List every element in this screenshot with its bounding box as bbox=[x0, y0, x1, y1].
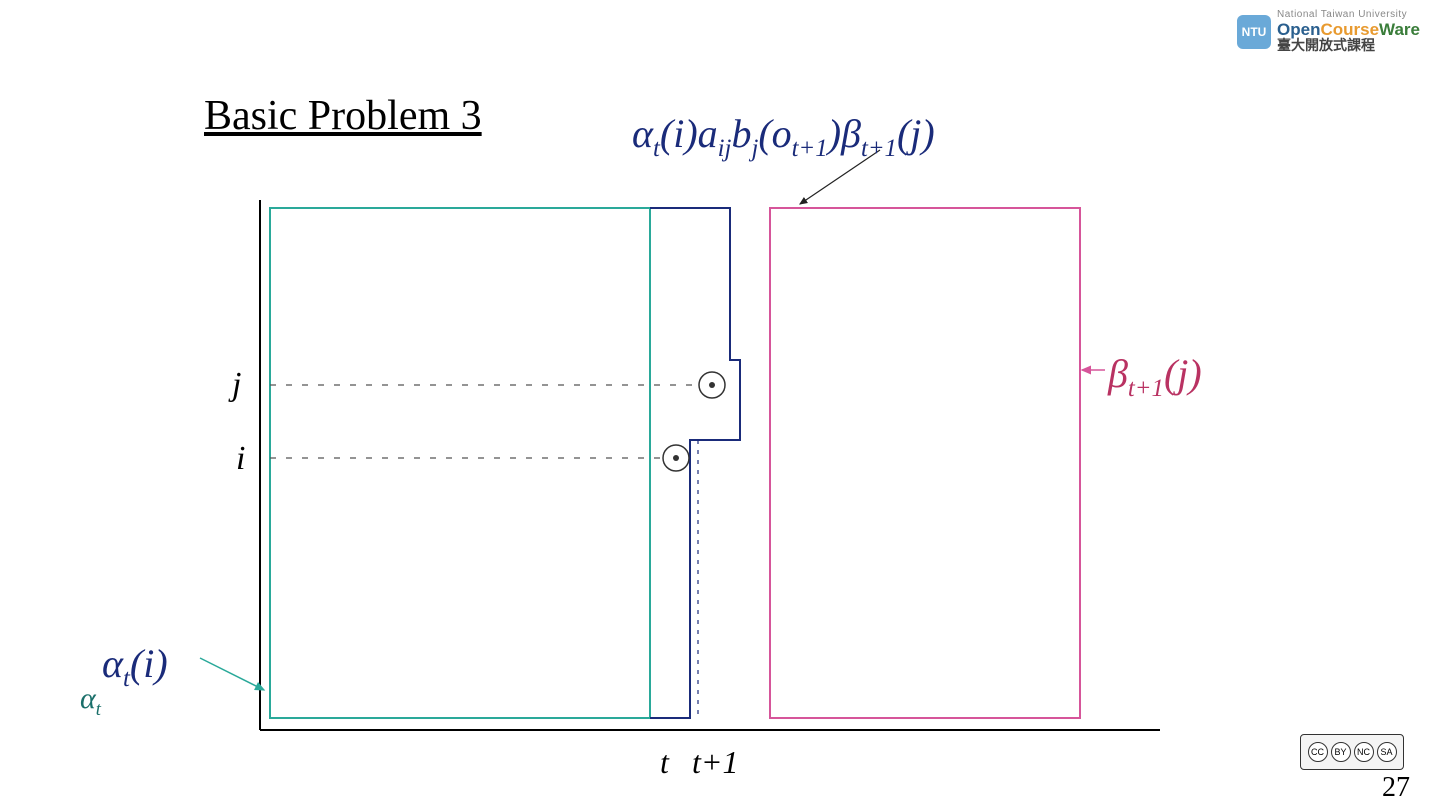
logo-ocw-text: OpenCourseWare bbox=[1277, 21, 1420, 39]
alpha-handwritten: αt bbox=[80, 682, 101, 721]
cc-sa-icon: SA bbox=[1377, 742, 1397, 762]
page-number: 27 bbox=[1382, 772, 1410, 804]
ntu-badge-icon: NTU bbox=[1237, 15, 1271, 49]
page-title: Basic Problem 3 bbox=[204, 92, 482, 140]
logo-zh-text: 臺大開放式課程 bbox=[1277, 38, 1420, 53]
cc-icon: CC bbox=[1308, 742, 1328, 762]
alpha-label: αt(i) bbox=[102, 640, 168, 693]
xi-formula: αt(i)aijbj(ot+1)βt+1(j) bbox=[632, 110, 935, 163]
time-t1-label: t+1 bbox=[692, 744, 738, 781]
ntu-ocw-logo: NTU National Taiwan University OpenCours… bbox=[1237, 10, 1420, 53]
state-i-label: i bbox=[236, 440, 245, 478]
hmm-trellis-diagram bbox=[200, 190, 1180, 750]
cc-by-icon: BY bbox=[1331, 742, 1351, 762]
cc-nc-icon: NC bbox=[1354, 742, 1374, 762]
state-j-label: j bbox=[232, 366, 241, 404]
time-t-label: t bbox=[660, 744, 669, 781]
beta-label: βt+1(j) bbox=[1108, 350, 1202, 403]
cc-license-badge: CC BY NC SA bbox=[1300, 734, 1404, 770]
